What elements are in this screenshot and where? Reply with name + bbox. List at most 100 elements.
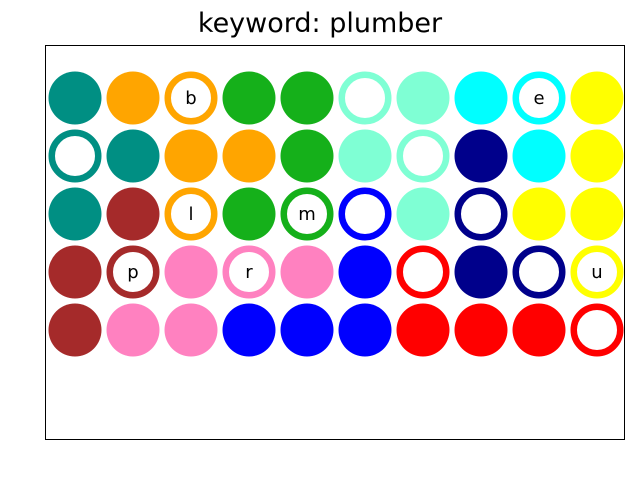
filled-circle [106,187,160,241]
cell-letter: p [127,262,138,283]
grid-cell[interactable] [338,71,392,125]
circle-grid: b e l m p r u [48,71,624,357]
grid-cell[interactable] [396,71,450,125]
grid-cell[interactable] [106,71,160,125]
ring-circle [164,187,218,241]
grid-cell[interactable] [164,129,218,183]
grid-cell[interactable] [106,187,160,241]
filled-circle [106,129,160,183]
filled-circle [338,129,392,183]
grid-cell[interactable] [570,129,624,183]
ring-circle [570,303,624,357]
filled-circle [338,303,392,357]
grid-cell[interactable] [222,129,276,183]
grid-cell[interactable] [222,187,276,241]
grid-cell[interactable] [280,245,334,299]
grid-cell[interactable] [48,303,102,357]
grid-cell[interactable] [512,187,566,241]
grid-cell[interactable] [396,245,450,299]
filled-circle [396,303,450,357]
filled-circle [280,71,334,125]
game-board: b e l m p r u [45,45,625,440]
grid-cell[interactable] [280,71,334,125]
grid-cell[interactable]: l [164,187,218,241]
grid-cell[interactable]: p [106,245,160,299]
filled-circle [48,303,102,357]
filled-circle [164,129,218,183]
grid-cell[interactable] [222,303,276,357]
ring-circle [280,187,334,241]
filled-circle [222,71,276,125]
grid-cell[interactable] [48,187,102,241]
grid-cell[interactable] [222,71,276,125]
filled-circle [164,303,218,357]
filled-circle [396,187,450,241]
filled-circle [454,245,508,299]
filled-circle [570,129,624,183]
grid-cell[interactable] [570,187,624,241]
grid-cell[interactable] [48,129,102,183]
grid-cell[interactable]: m [280,187,334,241]
grid-cell[interactable]: r [222,245,276,299]
ring-circle [164,71,218,125]
grid-cell[interactable] [512,245,566,299]
grid-cell[interactable] [106,129,160,183]
grid-cell[interactable] [338,303,392,357]
grid-cell[interactable] [454,71,508,125]
grid-cell[interactable] [396,129,450,183]
filled-circle [570,71,624,125]
grid-cell[interactable] [106,303,160,357]
filled-circle [454,303,508,357]
grid-cell[interactable] [570,71,624,125]
cell-letter: e [533,88,544,109]
grid-cell[interactable] [454,129,508,183]
filled-circle [48,187,102,241]
grid-cell[interactable]: b [164,71,218,125]
grid-cell[interactable]: e [512,71,566,125]
grid-cell[interactable] [280,303,334,357]
filled-circle [222,187,276,241]
grid-cell[interactable] [280,129,334,183]
ring-circle [396,129,450,183]
filled-circle [396,71,450,125]
ring-circle [512,245,566,299]
filled-circle [164,245,218,299]
grid-cell[interactable] [338,245,392,299]
ring-circle [396,245,450,299]
grid-cell[interactable] [570,303,624,357]
ring-circle [222,245,276,299]
filled-circle [454,71,508,125]
grid-cell[interactable] [48,245,102,299]
filled-circle [280,129,334,183]
grid-cell[interactable] [164,303,218,357]
filled-circle [48,71,102,125]
grid-cell[interactable] [396,303,450,357]
grid-cell[interactable] [338,187,392,241]
page-title: keyword: plumber [197,8,443,39]
ring-circle [106,245,160,299]
grid-cell[interactable] [338,129,392,183]
grid-cell[interactable] [396,187,450,241]
cell-letter: m [298,204,316,225]
filled-circle [48,245,102,299]
filled-circle [512,303,566,357]
filled-circle [570,187,624,241]
filled-circle [512,187,566,241]
filled-circle [512,129,566,183]
cell-letter: l [188,204,193,225]
grid-cell[interactable] [48,71,102,125]
grid-cell[interactable] [454,303,508,357]
filled-circle [106,71,160,125]
grid-cell[interactable]: u [570,245,624,299]
ring-circle [570,245,624,299]
filled-circle [454,129,508,183]
ring-circle [338,71,392,125]
cell-letter: r [245,262,253,283]
grid-cell[interactable] [454,245,508,299]
grid-cell[interactable] [512,303,566,357]
grid-cell[interactable] [164,245,218,299]
filled-circle [222,129,276,183]
grid-cell[interactable] [512,129,566,183]
filled-circle [222,303,276,357]
grid-cell[interactable] [454,187,508,241]
